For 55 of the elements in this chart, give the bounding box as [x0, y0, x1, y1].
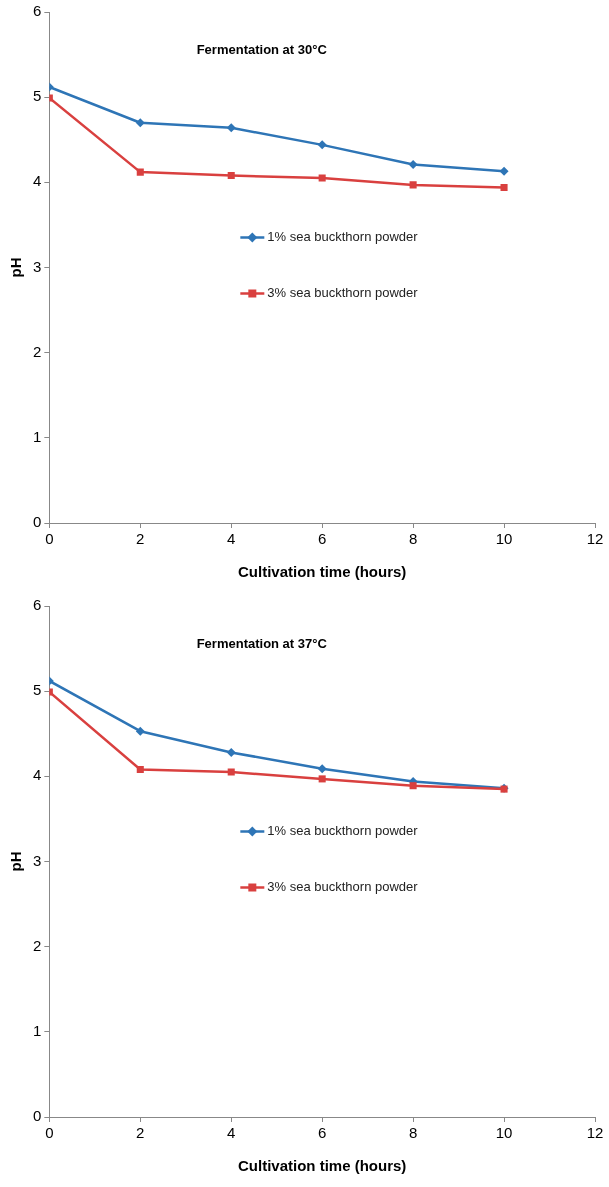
y-tick-label: 1: [33, 1021, 42, 1039]
y-tick-label: 0: [33, 1107, 42, 1125]
text: Fermentation at 37°C: [196, 635, 328, 651]
legend-label: 3% sea buckthorn powder: [267, 879, 419, 895]
text: Fermentation at 30°C: [196, 41, 328, 57]
y-tick-label: 1: [33, 427, 42, 445]
y-axis-title: pH: [7, 851, 25, 872]
x-tick-label: 4: [227, 1124, 236, 1142]
y-tick-label: 6: [33, 596, 42, 614]
y-tick-label: 2: [33, 936, 42, 954]
point: [135, 118, 145, 128]
x-tick-label: 0: [45, 1124, 54, 1142]
x-tick-label: 2: [136, 530, 145, 548]
point: [318, 174, 326, 182]
point: [226, 747, 236, 757]
legend-label: 1% sea buckthorn powder: [267, 229, 419, 245]
x-axis-title: Cultivation time (hours): [238, 1157, 407, 1175]
point: [227, 171, 235, 180]
y-tick-label: 4: [33, 172, 42, 190]
x-tick-label: 0: [45, 530, 54, 548]
x-tick-label: 8: [408, 1124, 418, 1142]
y-tick-label: 3: [33, 257, 42, 275]
point: [409, 181, 417, 189]
x-tick-label: 4: [227, 530, 236, 548]
x-tick-label: 12: [586, 1124, 604, 1142]
x-tick-label: 12: [586, 530, 604, 548]
y-axis-title: pH: [7, 257, 25, 278]
point: [317, 764, 327, 774]
point: [500, 183, 508, 191]
y-tick-label: 3: [33, 851, 42, 869]
point: [135, 726, 145, 736]
x-tick-label: 10: [495, 530, 513, 548]
point: [408, 159, 418, 169]
y-tick-label: 4: [33, 766, 42, 784]
x-axis-title: Cultivation time (hours): [238, 563, 407, 581]
x-tick-label: 8: [408, 530, 418, 548]
legend-label: 1% sea buckthorn powder: [267, 823, 419, 839]
x-tick-label: 10: [495, 1124, 513, 1142]
legend-label: 3% sea buckthorn powder: [267, 285, 419, 301]
x-tick-label: 6: [318, 530, 327, 548]
x-tick-label: 2: [136, 1124, 145, 1142]
point: [317, 140, 327, 150]
point: [136, 765, 144, 774]
point: [136, 168, 144, 176]
y-tick-label: 0: [33, 513, 42, 531]
y-tick-label: 6: [33, 2, 42, 20]
point: [409, 782, 417, 790]
point: [227, 768, 235, 776]
y-tick-label: 5: [33, 681, 42, 699]
point: [499, 166, 509, 176]
y-tick-label: 2: [33, 342, 42, 360]
point: [226, 123, 236, 133]
y-tick-label: 5: [33, 87, 42, 105]
x-tick-label: 6: [318, 1124, 327, 1142]
point: [318, 775, 326, 783]
